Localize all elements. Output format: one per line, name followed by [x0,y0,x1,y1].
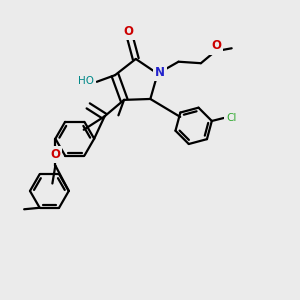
Text: O: O [50,148,60,161]
Text: O: O [211,39,221,52]
Text: Cl: Cl [226,113,236,123]
Text: HO: HO [78,76,94,86]
Text: O: O [124,25,134,38]
Text: N: N [155,66,165,79]
